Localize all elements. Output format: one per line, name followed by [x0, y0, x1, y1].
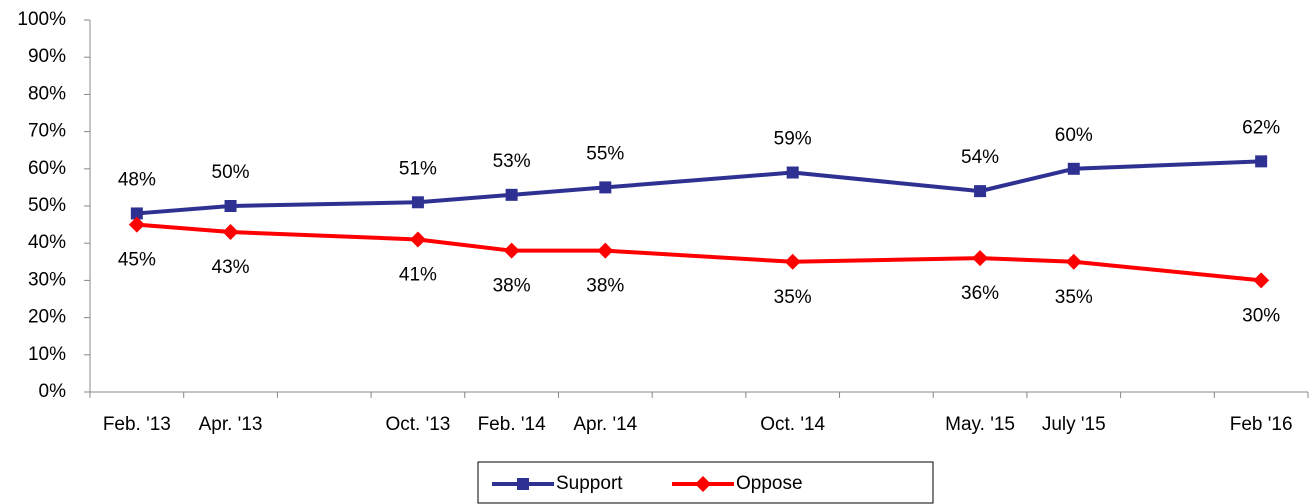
marker [974, 185, 987, 198]
data-label: 35% [1055, 287, 1093, 308]
x-tick-label: Feb '16 [1230, 414, 1293, 435]
data-label: 59% [774, 129, 812, 150]
marker [411, 196, 424, 209]
marker [409, 231, 426, 248]
marker [972, 250, 989, 267]
marker [503, 242, 520, 259]
line-segment [790, 256, 983, 264]
marker [1067, 162, 1080, 175]
line-segment [415, 192, 514, 205]
line-segment [228, 230, 420, 242]
line-segment [1071, 259, 1264, 283]
x-tick-label: July '15 [1042, 414, 1106, 435]
data-label: 54% [961, 147, 999, 168]
y-tick-label: 90% [28, 46, 66, 67]
marker [1255, 155, 1268, 168]
y-tick-label: 10% [28, 344, 66, 365]
data-label: 50% [212, 162, 250, 183]
x-tick-label: May. '15 [945, 414, 1015, 435]
line-segment [509, 185, 608, 197]
line-segment [790, 170, 983, 194]
x-tick-label: Apr. '14 [573, 414, 637, 435]
marker [1065, 253, 1082, 270]
data-label: 38% [493, 276, 531, 297]
y-tick-label: 80% [28, 83, 66, 104]
line-segment [415, 237, 514, 253]
x-tick-label: Apr. '13 [199, 414, 263, 435]
x-tick-label: Oct. '14 [760, 414, 825, 435]
marker [784, 253, 801, 270]
x-tick-label: Feb. '13 [103, 414, 171, 435]
marker [224, 200, 237, 212]
data-label: 36% [961, 283, 999, 304]
y-tick-label: 100% [17, 9, 66, 30]
data-label: 45% [118, 250, 156, 271]
marker [222, 224, 239, 241]
line-segment [603, 248, 795, 264]
data-label: 38% [586, 276, 624, 297]
legend-label: Support [556, 473, 623, 494]
marker [597, 242, 614, 259]
y-tick-label: 70% [28, 121, 66, 142]
data-label: 55% [586, 143, 624, 164]
legend-marker [517, 478, 529, 490]
data-label: 35% [774, 287, 812, 308]
data-label: 51% [399, 158, 437, 179]
y-tick-label: 0% [39, 381, 67, 402]
line-segment [978, 256, 1076, 264]
marker [1253, 272, 1270, 289]
data-label: 60% [1055, 125, 1093, 146]
y-tick-label: 60% [28, 158, 66, 179]
data-label: 53% [493, 151, 531, 172]
data-label: 41% [399, 264, 437, 285]
y-tick-label: 30% [28, 269, 66, 290]
y-tick-label: 40% [28, 232, 66, 253]
data-label: 30% [1242, 305, 1280, 326]
y-tick-label: 20% [28, 307, 66, 328]
line-segment [134, 204, 233, 216]
line-segment [978, 166, 1076, 194]
x-tick-label: Oct. '13 [385, 414, 450, 435]
data-label: 48% [118, 169, 156, 190]
marker [599, 181, 612, 194]
marker [786, 166, 799, 179]
line-segment [1071, 159, 1264, 171]
line-segment [603, 170, 795, 190]
marker [505, 188, 518, 201]
data-label: 43% [212, 257, 250, 278]
data-label: 62% [1242, 117, 1280, 138]
line-segment [228, 200, 420, 208]
legend-label: Oppose [736, 473, 803, 494]
marker [128, 216, 145, 233]
x-tick-label: Feb. '14 [478, 414, 546, 435]
y-tick-label: 50% [28, 195, 66, 216]
line-segment [134, 222, 233, 235]
marker [130, 207, 143, 220]
legend-marker [695, 476, 711, 492]
